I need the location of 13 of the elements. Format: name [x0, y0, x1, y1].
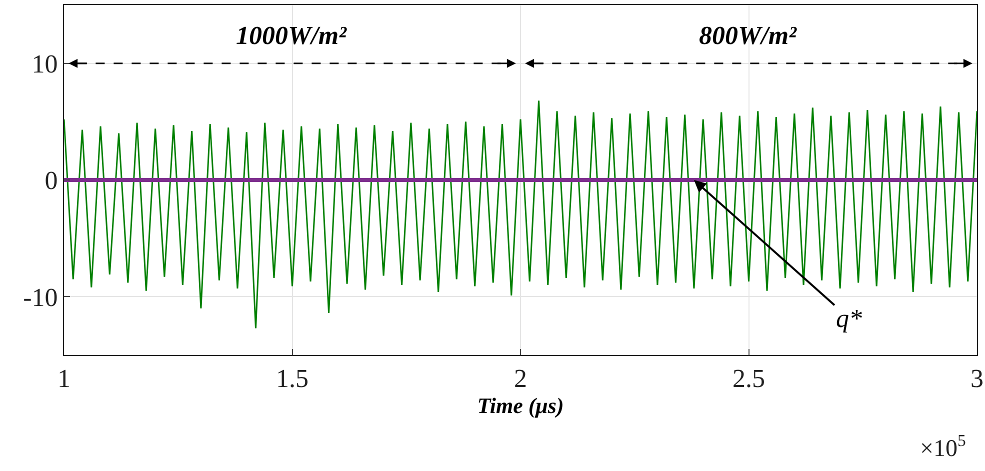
y-tick-label: 0: [44, 166, 58, 196]
y-tick-label: 10: [32, 49, 58, 78]
x-tick-label: 1.5: [276, 364, 308, 394]
text: ×10$^{5}$: [920, 431, 966, 462]
y-tick-label: -10: [23, 282, 58, 312]
annotation: 1000W/m²: [236, 21, 348, 50]
x-tick-label: 2.5: [732, 364, 765, 394]
annotation: q*: [836, 304, 862, 333]
annotation: 800W/m²: [699, 21, 798, 50]
x-tick-label: 2: [514, 364, 527, 394]
x-tick-label: 3: [970, 364, 984, 394]
x-axis-title: Time (μs): [477, 393, 564, 418]
x-tick-label: 1: [58, 364, 70, 394]
